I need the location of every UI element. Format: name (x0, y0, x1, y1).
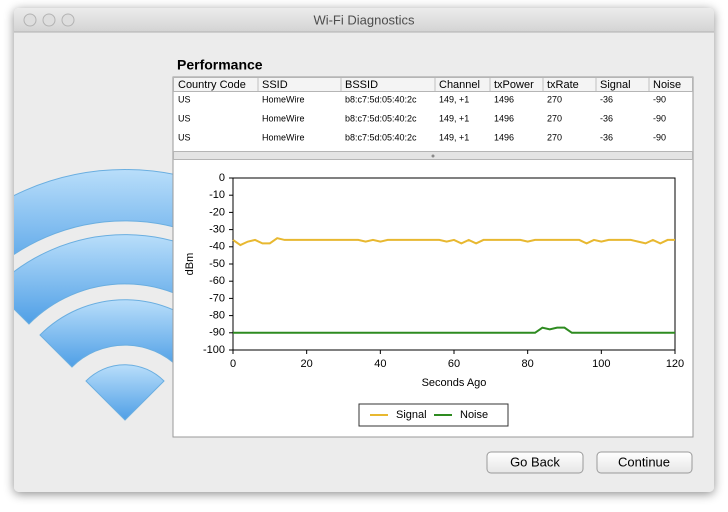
go-back-button[interactable] (486, 451, 584, 474)
table-cell: -90 (653, 132, 666, 142)
y-tick-label: -10 (209, 189, 225, 201)
table-cell: HomeWire (262, 132, 305, 142)
table-cell: 1496 (494, 132, 514, 142)
table-cell: 149, +1 (439, 94, 469, 104)
window: Wi-Fi Diagnostics Performance Go Back Co… (14, 8, 714, 492)
x-tick-label: 80 (522, 358, 534, 370)
go-back-label[interactable]: Go Back (510, 454, 560, 469)
table-cell: 270 (547, 94, 562, 104)
x-tick-label: 100 (592, 358, 610, 370)
table-cell: b8:c7:5d:05:40:2c (345, 132, 417, 142)
table-cell: 149, +1 (439, 113, 469, 123)
table-header (173, 77, 693, 92)
y-tick-label: -90 (209, 327, 225, 339)
column-header[interactable]: Signal (600, 79, 631, 91)
table-cell: -90 (653, 113, 666, 123)
y-tick-label: -50 (209, 258, 225, 270)
x-tick-label: 20 (301, 358, 313, 370)
table-cell: US (178, 113, 191, 123)
y-tick-label: -40 (209, 241, 225, 253)
column-header[interactable]: txRate (547, 79, 579, 91)
continue-button[interactable] (596, 451, 693, 474)
column-header[interactable]: Channel (439, 79, 480, 91)
close-button[interactable] (23, 13, 37, 27)
x-tick-label: 120 (666, 358, 684, 370)
zoom-button[interactable] (61, 13, 75, 27)
window-title: Wi-Fi Diagnostics (313, 12, 415, 27)
x-tick-label: 40 (374, 358, 386, 370)
x-axis-label: Seconds Ago (422, 377, 487, 389)
table-cell: b8:c7:5d:05:40:2c (345, 94, 417, 104)
section-title: Performance (177, 57, 263, 73)
table-cell: b8:c7:5d:05:40:2c (345, 113, 417, 123)
y-tick-label: -60 (209, 275, 225, 287)
y-axis-label: dBm (184, 253, 196, 276)
column-header[interactable]: SSID (262, 79, 288, 91)
table-cell: 1496 (494, 94, 514, 104)
series-line (233, 326, 675, 334)
legend-label: Noise (460, 409, 488, 421)
table-cell: -90 (653, 94, 666, 104)
table-cell: -36 (600, 113, 613, 123)
legend-label: Signal (396, 409, 427, 421)
table-cell: HomeWire (262, 94, 305, 104)
y-tick-label: -70 (209, 292, 225, 304)
table-cell: US (178, 132, 191, 142)
table-cell: 1496 (494, 113, 514, 123)
window-canvas: Wi-Fi Diagnostics Performance Go Back Co… (14, 8, 714, 492)
x-tick-label: 0 (230, 358, 236, 370)
table-cell: 270 (547, 132, 562, 142)
column-header[interactable]: txPower (494, 79, 534, 91)
table-cell: US (178, 94, 191, 104)
y-tick-label: 0 (219, 172, 225, 184)
splitter-handle (431, 154, 435, 158)
continue-label[interactable]: Continue (618, 454, 670, 469)
table-cell: -36 (600, 94, 613, 104)
table-cell: -36 (600, 132, 613, 142)
table-cell: 270 (547, 113, 562, 123)
x-tick-label: 60 (448, 358, 460, 370)
y-tick-label: -80 (209, 310, 225, 322)
y-tick-label: -20 (209, 206, 225, 218)
title-bar (14, 8, 714, 32)
table-cell: HomeWire (262, 113, 305, 123)
column-header[interactable]: Noise (653, 79, 681, 91)
legend (358, 403, 509, 427)
column-header[interactable]: Country Code (178, 79, 246, 91)
series-line (232, 237, 675, 247)
minimize-button[interactable] (42, 13, 56, 27)
y-tick-label: -30 (209, 224, 225, 236)
y-tick-label: -100 (203, 344, 225, 356)
panel (172, 76, 694, 438)
column-header[interactable]: BSSID (345, 79, 378, 91)
table-cell: 149, +1 (439, 132, 469, 142)
